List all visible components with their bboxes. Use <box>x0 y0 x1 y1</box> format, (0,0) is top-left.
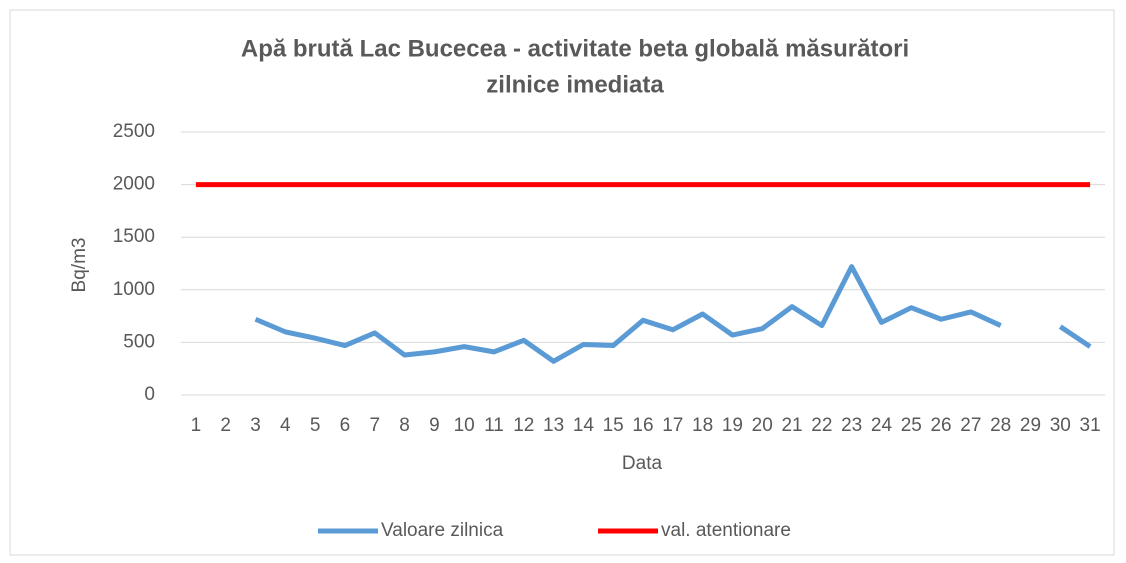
y-tick-label: 0 <box>144 384 155 405</box>
chart-title: zilnice imediata <box>486 71 664 98</box>
x-tick-label: 13 <box>543 415 564 436</box>
x-tick-label: 14 <box>573 415 595 436</box>
y-tick-label: 2500 <box>113 121 155 142</box>
x-tick-label: 9 <box>429 415 440 436</box>
x-tick-label: 26 <box>930 415 951 436</box>
x-tick-label: 12 <box>513 415 534 436</box>
x-tick-label: 29 <box>1020 415 1041 436</box>
series-line <box>254 264 1092 364</box>
x-tick-label: 21 <box>781 415 802 436</box>
legend-label: Valoare zilnica <box>381 520 504 541</box>
x-axis-title: Data <box>622 453 663 474</box>
x-tick-label: 23 <box>841 415 862 436</box>
legend-label: val. atentionare <box>661 520 791 541</box>
chart-border <box>9 9 1115 556</box>
x-tick-label: 4 <box>280 415 291 436</box>
x-tick-label: 30 <box>1050 415 1071 436</box>
x-tick-label: 10 <box>454 415 475 436</box>
x-tick-label: 11 <box>484 415 504 436</box>
x-tick-label: 28 <box>990 415 1011 436</box>
x-tick-label: 2 <box>220 415 231 436</box>
x-tick-label: 5 <box>310 415 321 436</box>
chart-title: Apă brută Lac Bucecea - activitate beta … <box>241 35 909 62</box>
x-tick-label: 6 <box>340 415 351 436</box>
y-tick-label: 2000 <box>113 174 155 195</box>
y-tick-label: 1000 <box>113 279 155 300</box>
x-tick-label: 27 <box>960 415 981 436</box>
x-tick-label: 15 <box>603 415 624 436</box>
y-tick-label: 500 <box>123 331 155 352</box>
x-tick-label: 24 <box>871 415 893 436</box>
x-tick-label: 19 <box>722 415 743 436</box>
x-tick-label: 7 <box>369 415 380 436</box>
x-tick-label: 25 <box>901 415 922 436</box>
x-tick-label: 31 <box>1080 415 1101 436</box>
y-axis-title: Bq/m3 <box>69 238 90 293</box>
x-tick-label: 3 <box>250 415 261 436</box>
x-tick-label: 22 <box>811 415 832 436</box>
x-tick-label: 16 <box>632 415 653 436</box>
x-tick-label: 20 <box>752 415 773 436</box>
y-tick-label: 1500 <box>113 226 155 247</box>
x-tick-label: 18 <box>692 415 713 436</box>
x-tick-label: 17 <box>662 415 683 436</box>
x-tick-label: 1 <box>191 415 202 436</box>
x-tick-label: 8 <box>399 415 410 436</box>
